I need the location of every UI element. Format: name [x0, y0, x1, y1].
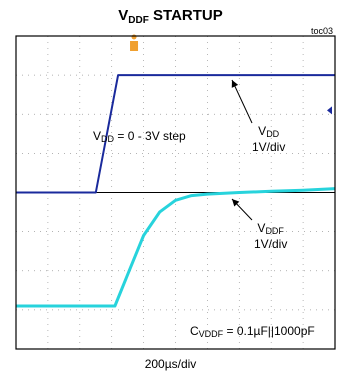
- trigger-marker-icon: [130, 41, 139, 51]
- vdd-arrow-head: [231, 80, 239, 88]
- plot-frame: [15, 35, 336, 350]
- vddf-label: VDDF 1V/div: [254, 221, 288, 251]
- figure-id: toc03: [310, 26, 333, 36]
- vddf-arrow-head: [232, 199, 240, 207]
- traces: [15, 74, 336, 308]
- trace-vdd: [16, 74, 335, 194]
- trace-vddf: [15, 187, 336, 308]
- x-scale-label: 200µs/div: [144, 357, 197, 371]
- vdd-step-annotation: VDD = 0 - 3V step: [93, 129, 186, 145]
- vdd-arrow: [231, 79, 253, 124]
- level-marker-icon: [327, 106, 332, 115]
- vdd-label: VDD 1V/div: [252, 124, 286, 154]
- capacitor-annotation: CVDDF = 0.1µF||1000pF: [190, 324, 315, 340]
- chart-title: VDDF STARTUP: [118, 7, 223, 26]
- trigger-dot-icon: [131, 34, 137, 40]
